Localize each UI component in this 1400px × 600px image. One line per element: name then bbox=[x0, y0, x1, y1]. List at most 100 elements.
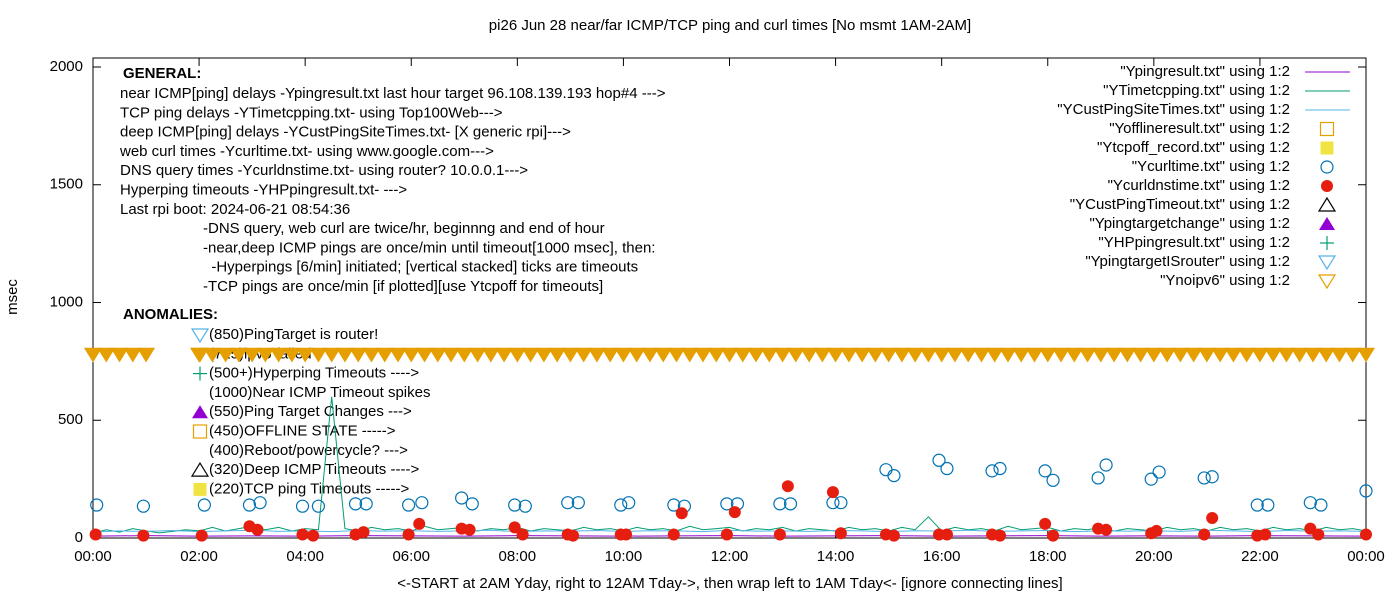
data-point bbox=[516, 528, 529, 541]
data-point bbox=[834, 496, 848, 510]
x-tick-label: 12:00 bbox=[711, 548, 749, 565]
data-point bbox=[1250, 498, 1264, 512]
data-point bbox=[1118, 347, 1137, 363]
general-line: DNS query times -Ycurldnstime.txt- using… bbox=[120, 162, 528, 179]
legend-label: "Ynoipv6" using 1:2 bbox=[1160, 272, 1290, 289]
data-point bbox=[1264, 347, 1283, 363]
data-point bbox=[243, 347, 262, 363]
data-point bbox=[413, 517, 426, 530]
data-point bbox=[190, 347, 209, 363]
data-point bbox=[359, 497, 373, 511]
general-line: deep ICMP[ping] delays -YCustPingSiteTim… bbox=[120, 124, 571, 141]
data-point bbox=[786, 347, 805, 363]
legend-label: "Ypingtargetchange" using 1:2 bbox=[1089, 215, 1290, 232]
data-point bbox=[1312, 528, 1325, 541]
data-point bbox=[601, 347, 620, 363]
data-point bbox=[1237, 347, 1256, 363]
data-point bbox=[455, 347, 474, 363]
legend-label: "YpingtargetISrouter" using 1:2 bbox=[1085, 253, 1290, 270]
data-point bbox=[548, 347, 567, 363]
legend-label: "YTimetcpping.txt" using 1:2 bbox=[1103, 82, 1290, 99]
data-point bbox=[1131, 347, 1150, 363]
data-point bbox=[627, 347, 646, 363]
data-point bbox=[1360, 528, 1372, 541]
data-point bbox=[295, 499, 310, 513]
x-tick-label: 18:00 bbox=[1029, 548, 1067, 565]
legend-swatch bbox=[1317, 255, 1337, 271]
legend-label: "Ycurltime.txt" using 1:2 bbox=[1132, 158, 1290, 175]
legend-swatch bbox=[1317, 196, 1337, 212]
data-point bbox=[1104, 347, 1124, 363]
data-point bbox=[83, 347, 103, 363]
data-point bbox=[1205, 470, 1219, 484]
data-point bbox=[253, 496, 267, 510]
data-point bbox=[667, 528, 680, 541]
anomaly-symbol bbox=[193, 366, 207, 381]
legend-swatch bbox=[1321, 180, 1333, 192]
data-point bbox=[993, 461, 1007, 476]
data-point bbox=[654, 347, 673, 363]
data-point bbox=[720, 528, 733, 541]
legend-label: "Ytcpoff_record.txt" using 1:2 bbox=[1097, 139, 1290, 156]
data-point bbox=[892, 347, 911, 363]
x-tick-label: 06:00 bbox=[392, 548, 430, 565]
legend-swatch bbox=[1319, 121, 1335, 137]
note-line: -TCP pings are once/min [if plotted][use… bbox=[203, 278, 603, 295]
anomalies-title: ANOMALIES: bbox=[123, 306, 218, 323]
data-point bbox=[110, 347, 129, 363]
data-point bbox=[1317, 347, 1336, 363]
general-line: near ICMP[ping] delays -Ypingresult.txt … bbox=[120, 85, 666, 102]
data-point bbox=[296, 347, 315, 363]
anomaly-text: (1000)Near ICMP Timeout spikes bbox=[209, 384, 430, 401]
data-point bbox=[1224, 347, 1243, 363]
data-point bbox=[813, 347, 832, 363]
data-point bbox=[521, 347, 540, 363]
data-point bbox=[1100, 523, 1113, 536]
legend-swatch bbox=[1320, 160, 1334, 174]
data-point bbox=[1099, 458, 1113, 472]
data-point bbox=[256, 347, 275, 363]
data-point bbox=[402, 347, 421, 363]
general-title: GENERAL: bbox=[123, 65, 201, 82]
legend-swatch bbox=[1320, 236, 1334, 250]
data-point bbox=[216, 347, 235, 363]
data-point bbox=[994, 529, 1007, 542]
y-tick-label: 1500 bbox=[50, 176, 83, 193]
data-point bbox=[89, 528, 102, 541]
data-point bbox=[335, 347, 355, 363]
data-point bbox=[773, 497, 787, 511]
legend-swatch bbox=[1320, 141, 1334, 155]
data-point bbox=[945, 347, 965, 363]
general-line: web curl times -Ycurltime.txt- using www… bbox=[119, 143, 494, 160]
data-point bbox=[1158, 347, 1177, 363]
data-point bbox=[375, 347, 394, 363]
data-point bbox=[620, 528, 633, 541]
legend-label: "YCustPingTimeout.txt" using 1:2 bbox=[1070, 196, 1290, 213]
data-point bbox=[887, 529, 900, 542]
data-point bbox=[136, 499, 150, 513]
data-point bbox=[402, 528, 415, 541]
y-tick-label: 2000 bbox=[50, 58, 83, 75]
data-point bbox=[197, 498, 211, 512]
legend-label: "Yofflineresult.txt" using 1:2 bbox=[1109, 120, 1290, 137]
data-point bbox=[251, 523, 264, 536]
data-point bbox=[269, 347, 288, 363]
data-point bbox=[932, 347, 951, 363]
data-point bbox=[985, 347, 1004, 363]
data-point bbox=[707, 347, 726, 363]
data-point bbox=[508, 498, 522, 512]
anomaly-text: (500+)Hyperping Timeouts ----> bbox=[209, 365, 419, 382]
data-point bbox=[1343, 347, 1362, 363]
x-tick-label: 08:00 bbox=[499, 548, 537, 565]
data-point bbox=[826, 347, 845, 363]
data-point bbox=[534, 347, 553, 363]
anomaly-symbol bbox=[193, 482, 207, 496]
data-point bbox=[1290, 347, 1309, 363]
data-point bbox=[680, 347, 699, 363]
data-point bbox=[229, 347, 248, 363]
data-point bbox=[309, 347, 328, 363]
data-point bbox=[1277, 347, 1296, 363]
data-point bbox=[940, 528, 953, 541]
data-point bbox=[985, 464, 999, 478]
x-tick-label: 00:00 bbox=[1347, 548, 1385, 565]
